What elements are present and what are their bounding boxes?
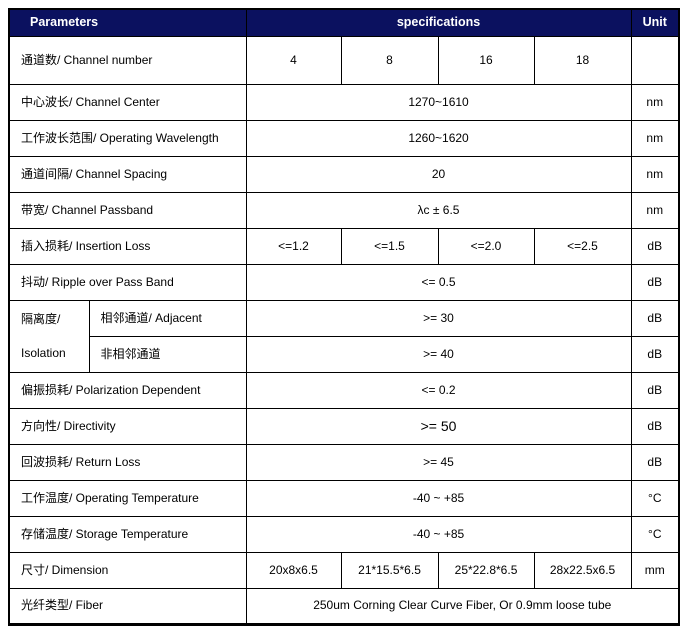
spec-value: >= 50: [245, 407, 632, 445]
spec-value: >= 40: [245, 335, 632, 373]
unit-value: dB: [630, 335, 680, 373]
row-ripple: 抖动/ Ripple over Pass Band <= 0.5 dB: [8, 263, 680, 301]
row-operating-wavelength: 工作波长范围/ Operating Wavelength 1260~1620 n…: [8, 119, 680, 157]
spec-value: 18: [533, 35, 632, 85]
param-label: 尺寸/ Dimension: [8, 551, 247, 589]
param-label: 偏振损耗/ Polarization Dependent: [8, 371, 247, 409]
unit-value: dB: [630, 443, 680, 481]
unit-value: [630, 35, 680, 85]
row-operating-temperature: 工作温度/ Operating Temperature -40 ~ +85 °C: [8, 479, 680, 517]
spec-value: 16: [437, 35, 535, 85]
spec-value: <= 0.5: [245, 263, 632, 301]
spec-value: 4: [245, 35, 342, 85]
spec-value: -40 ~ +85: [245, 515, 632, 553]
param-sublabel: 相邻通道/ Adjacent: [88, 299, 247, 337]
row-return-loss: 回波损耗/ Return Loss >= 45 dB: [8, 443, 680, 481]
spec-value: <=2.0: [437, 227, 535, 265]
param-label: 光纤类型/ Fiber: [8, 587, 247, 625]
spec-value: λc ± 6.5: [245, 191, 632, 229]
unit-value: °C: [630, 515, 680, 553]
unit-value: °C: [630, 479, 680, 517]
param-group-label: 隔离度/ Isolation: [8, 299, 90, 373]
spec-value: 28x22.5x6.5: [533, 551, 632, 589]
spec-value: <= 0.2: [245, 371, 632, 409]
spec-value: <=2.5: [533, 227, 632, 265]
row-channel-number: 通道数/ Channel number 4 8 16 18: [8, 35, 680, 85]
param-label: 回波损耗/ Return Loss: [8, 443, 247, 481]
spec-value: <=1.2: [245, 227, 342, 265]
unit-value: dB: [630, 263, 680, 301]
param-label: 通道数/ Channel number: [8, 35, 247, 85]
isolation-label-en: Isolation: [21, 345, 66, 360]
specifications-table: Parameters specifications Unit 通道数/ Chan…: [8, 8, 681, 626]
row-storage-temperature: 存储温度/ Storage Temperature -40 ~ +85 °C: [8, 515, 680, 553]
row-channel-spacing: 通道间隔/ Channel Spacing 20 nm: [8, 155, 680, 193]
param-label: 中心波长/ Channel Center: [8, 83, 247, 121]
spec-value: 1270~1610: [245, 83, 632, 121]
spec-value: 25*22.8*6.5: [437, 551, 535, 589]
unit-value: nm: [630, 83, 680, 121]
row-insertion-loss: 插入损耗/ Insertion Loss <=1.2 <=1.5 <=2.0 <…: [8, 227, 680, 265]
param-label: 工作温度/ Operating Temperature: [8, 479, 247, 517]
column-header-parameters: Parameters: [8, 8, 247, 37]
column-header-unit: Unit: [630, 8, 680, 37]
param-label: 带宽/ Channel Passband: [8, 191, 247, 229]
row-channel-passband: 带宽/ Channel Passband λc ± 6.5 nm: [8, 191, 680, 229]
spec-value: >= 30: [245, 299, 632, 337]
unit-value: dB: [630, 299, 680, 337]
unit-value: nm: [630, 191, 680, 229]
column-header-specifications: specifications: [245, 8, 632, 37]
unit-value: nm: [630, 119, 680, 157]
row-dimension: 尺寸/ Dimension 20x8x6.5 21*15.5*6.5 25*22…: [8, 551, 680, 589]
spec-value: <=1.5: [340, 227, 439, 265]
unit-value: dB: [630, 371, 680, 409]
param-label: 插入损耗/ Insertion Loss: [8, 227, 247, 265]
row-isolation-adjacent: 隔离度/ Isolation 相邻通道/ Adjacent >= 30 dB: [8, 299, 680, 373]
param-label: 抖动/ Ripple over Pass Band: [8, 263, 247, 301]
spec-value: 8: [340, 35, 439, 85]
spec-value: 20: [245, 155, 632, 193]
row-polarization: 偏振损耗/ Polarization Dependent <= 0.2 dB: [8, 371, 680, 409]
param-sublabel: 非相邻通道: [88, 335, 247, 373]
row-isolation-non-adjacent: 非相邻通道 >= 40 dB: [9, 335, 680, 373]
param-label: 工作波长范围/ Operating Wavelength: [8, 119, 247, 157]
isolation-label-cn: 隔离度/: [21, 311, 61, 326]
param-label: 方向性/ Directivity: [8, 407, 247, 445]
table-header-row: Parameters specifications Unit: [8, 8, 680, 37]
spec-value: 21*15.5*6.5: [340, 551, 439, 589]
row-directivity: 方向性/ Directivity >= 50 dB: [8, 407, 680, 445]
spec-value: -40 ~ +85: [245, 479, 632, 517]
param-label: 存储温度/ Storage Temperature: [8, 515, 247, 553]
row-fiber: 光纤类型/ Fiber 250um Corning Clear Curve Fi…: [8, 587, 680, 625]
isolation-group-label: 隔离度/ Isolation: [10, 302, 85, 370]
row-channel-center: 中心波长/ Channel Center 1270~1610 nm: [8, 83, 680, 121]
spec-value: 250um Corning Clear Curve Fiber, Or 0.9m…: [245, 587, 680, 625]
unit-value: nm: [630, 155, 680, 193]
unit-value: dB: [630, 227, 680, 265]
unit-value: dB: [630, 407, 680, 445]
spec-value: >= 45: [245, 443, 632, 481]
spec-value: 1260~1620: [245, 119, 632, 157]
spec-value: 20x8x6.5: [245, 551, 342, 589]
unit-value: mm: [630, 551, 680, 589]
param-label: 通道间隔/ Channel Spacing: [8, 155, 247, 193]
